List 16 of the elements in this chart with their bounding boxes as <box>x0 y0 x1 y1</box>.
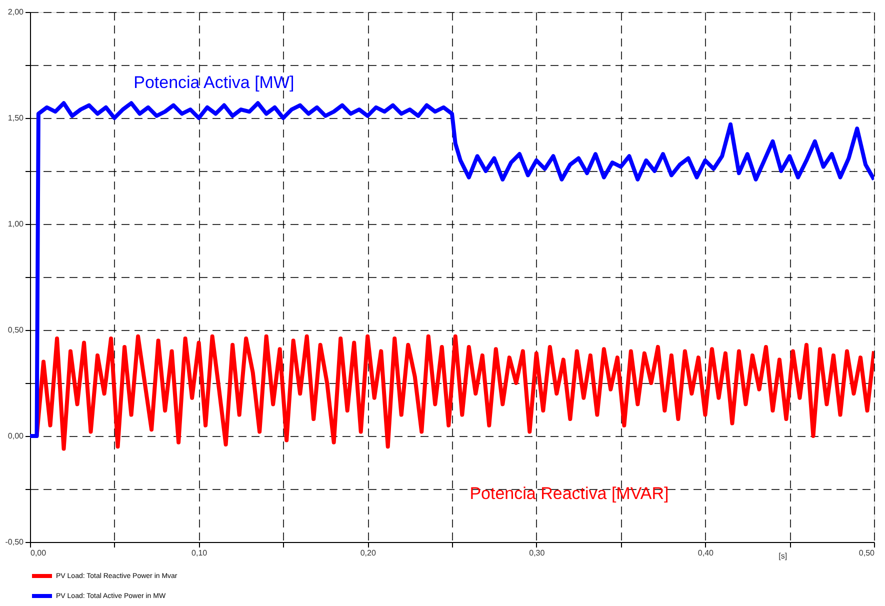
x-tick-label: 0,30 <box>529 548 546 558</box>
y-tick-label: 1,50 <box>8 114 24 122</box>
line-series <box>30 101 874 438</box>
annotation: Potencia Reactiva [MVAR] <box>470 484 669 504</box>
x-axis-title: [s] <box>778 552 788 560</box>
x-tick-label: 0,10 <box>192 548 208 558</box>
x-tick-label: 0,20 <box>360 548 376 558</box>
y-tick-label: 0,50 <box>8 326 24 334</box>
y-tick-label: 0,00 <box>8 432 24 440</box>
x-tick-label: 0,50 <box>858 548 876 558</box>
x-tick-label: 0,00 <box>30 548 47 558</box>
y-tick-label: 2,00 <box>8 8 24 16</box>
y-tick-label: -0,50 <box>5 538 24 546</box>
y-tick-label: 1,00 <box>8 220 24 228</box>
x-tick-label: 0,40 <box>698 548 714 558</box>
annotation: Potencia Activa [MW] <box>134 73 294 92</box>
